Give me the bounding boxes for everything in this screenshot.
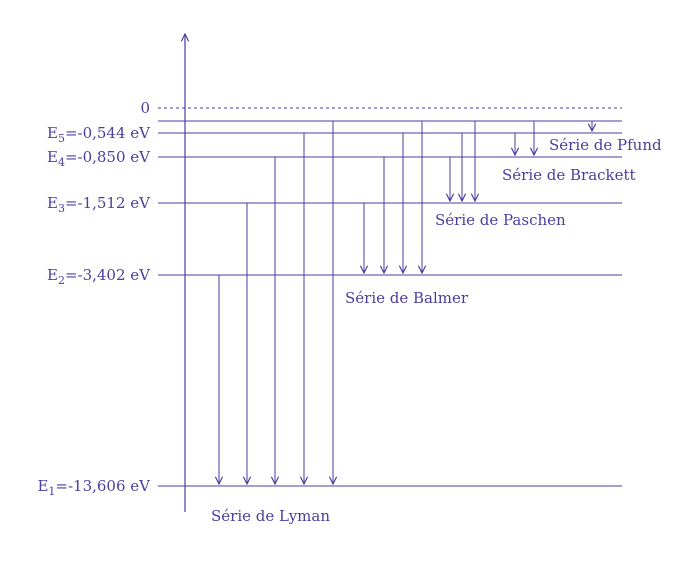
level-label-3: E3=-1,512 eV bbox=[47, 194, 151, 215]
series-label-paschen: Série de Paschen bbox=[435, 211, 566, 229]
level-label-1: E1=-13,606 eV bbox=[37, 477, 151, 498]
level-label-5: E5=-0,544 eV bbox=[47, 124, 151, 145]
level-label-2: E2=-3,402 eV bbox=[47, 266, 151, 287]
zero-level-label: 0 bbox=[140, 99, 150, 117]
series-label-lyman: Série de Lyman bbox=[211, 507, 330, 525]
series-label-pfund: Série de Pfund bbox=[549, 136, 662, 154]
level-label-4: E4=-0,850 eV bbox=[47, 148, 151, 169]
series-label-brackett: Série de Brackett bbox=[502, 166, 636, 184]
series-label-balmer: Série de Balmer bbox=[345, 289, 469, 307]
